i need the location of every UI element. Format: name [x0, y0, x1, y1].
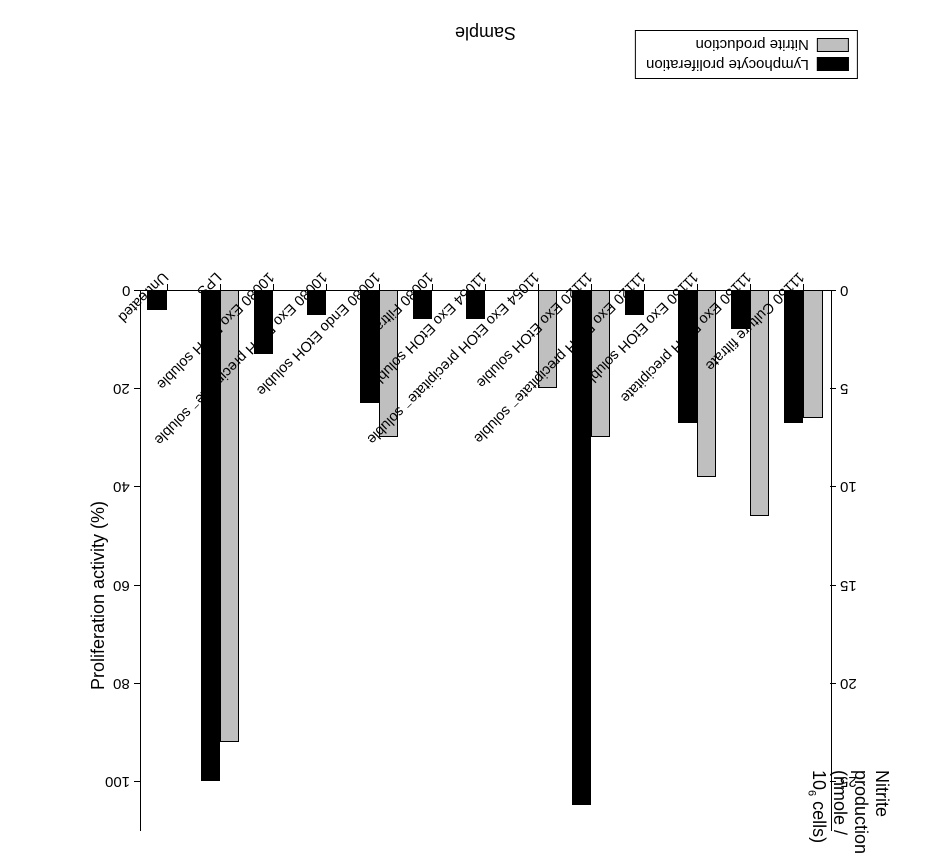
right-tick-label: 5: [840, 380, 848, 397]
bar-lymphocyte: [201, 290, 220, 781]
bar-nitrite: [803, 290, 822, 418]
left-tick: [134, 585, 140, 586]
right-tick-label: 20: [840, 675, 857, 692]
right-tick-label: 25: [840, 773, 857, 790]
left-tick-label: 20: [113, 380, 130, 397]
category-tick: [220, 284, 221, 290]
category-tick: [273, 284, 274, 290]
right-tick: [830, 585, 836, 586]
right-tick: [830, 486, 836, 487]
category-tick: [326, 284, 327, 290]
bar-lymphocyte: [572, 290, 591, 805]
legend-label: Lymphocyte proliferation: [646, 55, 809, 75]
category-tick: [697, 284, 698, 290]
category-tick: [591, 284, 592, 290]
right-tick: [830, 290, 836, 291]
category-tick: [432, 284, 433, 290]
legend-item: Lymphocyte proliferation: [646, 55, 849, 75]
left-tick-label: 40: [113, 478, 130, 495]
left-y-axis-title: Proliferation activity (%): [88, 501, 109, 690]
right-tick-label: 10: [840, 478, 857, 495]
left-tick-label: 60: [113, 577, 130, 594]
x-axis-title: Sample: [455, 22, 516, 43]
category-tick: [167, 284, 168, 290]
legend: Lymphocyte proliferationNitrite producti…: [635, 30, 858, 79]
legend-swatch: [817, 57, 849, 71]
legend-swatch: [817, 38, 849, 52]
legend-label: Nitrite production: [695, 35, 808, 55]
category-tick: [538, 284, 539, 290]
legend-item: Nitrite production: [646, 35, 849, 55]
right-tick-label: 0: [840, 282, 848, 299]
chart-container: Sample Lymphocyte proliferationNitrite p…: [0, 0, 947, 858]
left-tick-label: 100: [105, 773, 130, 790]
category-tick: [803, 284, 804, 290]
bar-lymphocyte: [678, 290, 697, 423]
left-tick: [134, 683, 140, 684]
category-tick: [485, 284, 486, 290]
category-tick: [644, 284, 645, 290]
right-tick: [830, 781, 836, 782]
right-tick: [830, 683, 836, 684]
bar-lymphocyte: [784, 290, 803, 423]
left-tick: [134, 388, 140, 389]
right-tick-label: 15: [840, 577, 857, 594]
left-tick: [134, 781, 140, 782]
left-tick: [134, 486, 140, 487]
category-tick: [379, 284, 380, 290]
right-tick: [830, 388, 836, 389]
category-tick: [750, 284, 751, 290]
left-tick-label: 0: [122, 282, 130, 299]
left-tick-label: 80: [113, 675, 130, 692]
